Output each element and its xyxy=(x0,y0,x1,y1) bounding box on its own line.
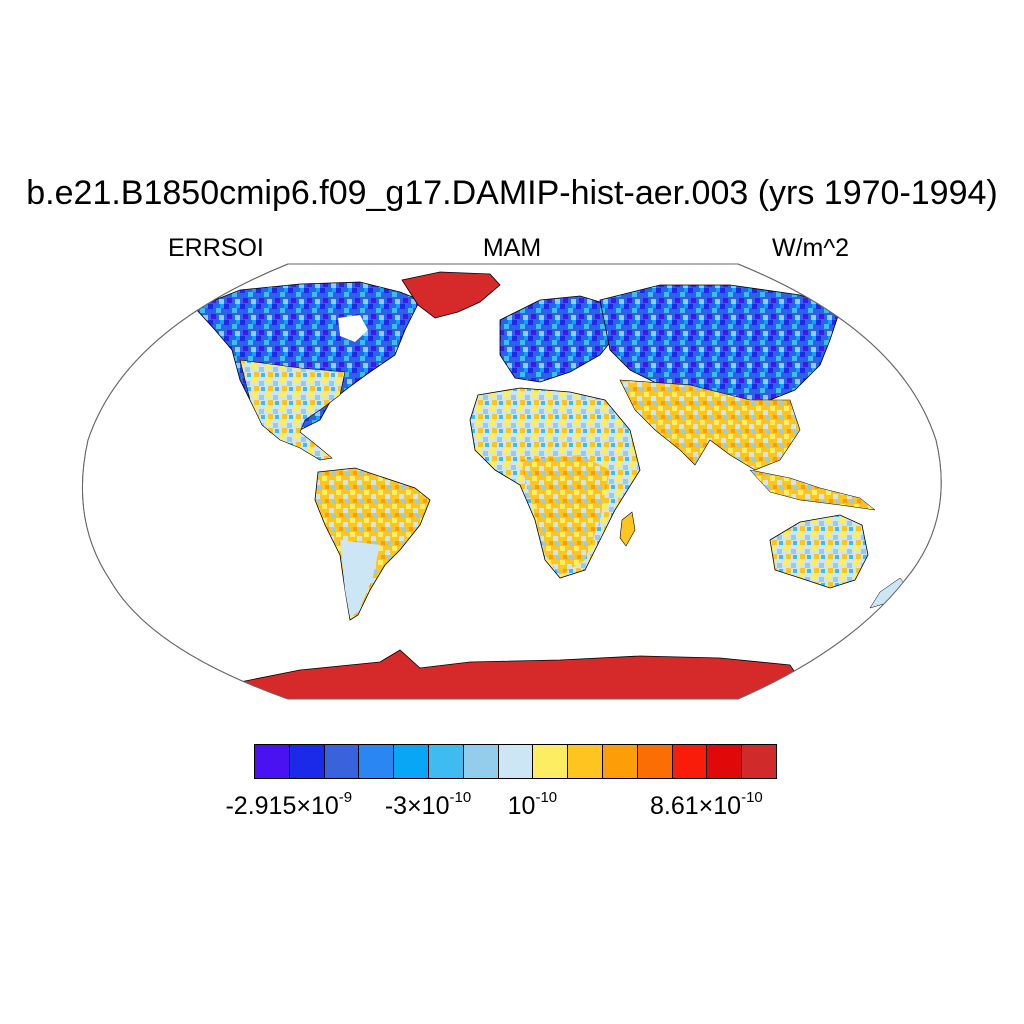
colorbar-box xyxy=(636,744,673,779)
colorbar-box xyxy=(323,744,360,779)
colorbar-box xyxy=(567,744,603,779)
colorbar-box xyxy=(741,744,777,779)
south-america xyxy=(314,467,431,621)
colorbar-box xyxy=(254,744,290,779)
season-label: MAM xyxy=(482,234,542,262)
colorbar-box xyxy=(497,744,534,779)
colorbar-tick-label: 10-10 xyxy=(507,789,558,820)
colorbar-tick-label: -2.915×10-9 xyxy=(225,789,353,820)
australia xyxy=(769,514,869,589)
madagascar xyxy=(619,511,636,547)
colorbar-box xyxy=(706,744,743,779)
colorbar-box xyxy=(393,744,429,779)
colorbar-box xyxy=(288,744,325,779)
colorbar-tick-label: 8.61×10-10 xyxy=(650,789,763,820)
africa-south xyxy=(520,455,610,575)
variable-label: ERRSOI xyxy=(168,234,264,262)
north-america-south xyxy=(239,359,346,461)
colorbar-box xyxy=(428,744,464,779)
southeast-asia xyxy=(749,469,876,511)
europe xyxy=(499,295,621,383)
colorbar-box xyxy=(671,744,708,779)
greenland xyxy=(401,271,501,319)
plot-title: b.e21.B1850cmip6.f09_g17.DAMIP-hist-aer.… xyxy=(26,174,998,212)
hudson-bay xyxy=(338,315,368,342)
colorbar-box xyxy=(532,744,569,779)
south-america-south xyxy=(340,540,380,618)
colorbar-box xyxy=(602,744,638,779)
asia xyxy=(599,284,841,411)
globe-border xyxy=(81,263,942,700)
colorbar-box xyxy=(358,744,395,779)
units-label: W/m^2 xyxy=(772,234,850,262)
colorbar-box xyxy=(462,744,499,779)
colorbar-tick-label: -3×10-10 xyxy=(384,789,472,820)
asia-south xyxy=(619,379,801,471)
